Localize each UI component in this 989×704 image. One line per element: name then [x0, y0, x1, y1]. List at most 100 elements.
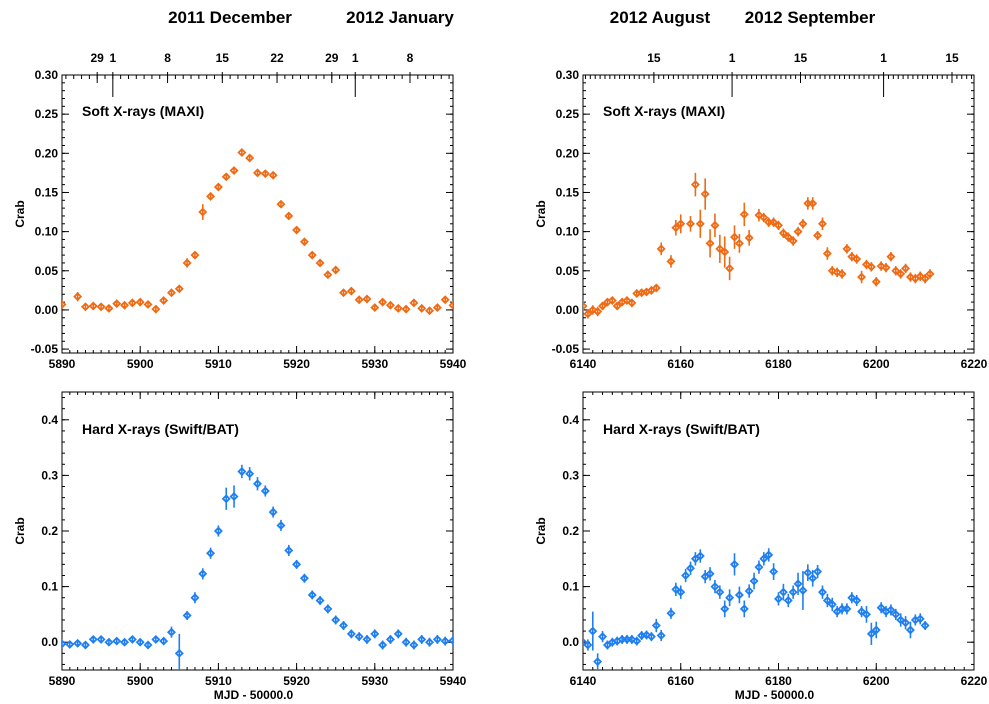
data-point — [632, 636, 642, 646]
data-point — [370, 303, 380, 313]
top-tick-label: 1 — [880, 51, 887, 65]
data-point — [237, 464, 247, 479]
data-point — [88, 634, 98, 644]
x-tick-label: 5890 — [49, 357, 76, 371]
diamond-marker — [783, 596, 793, 605]
data-point — [681, 568, 691, 583]
diamond-marker — [925, 269, 935, 279]
diamond-marker — [221, 172, 231, 182]
diamond-marker — [739, 604, 749, 614]
data-point — [378, 640, 388, 650]
diamond-marker — [276, 199, 286, 209]
x-tick-label: 6220 — [961, 357, 988, 371]
data-point — [80, 302, 90, 312]
diamond-marker — [229, 166, 239, 176]
diamond-marker — [346, 629, 356, 639]
data-point — [827, 266, 837, 276]
diamond-marker — [866, 629, 876, 639]
data-point — [739, 600, 749, 618]
y-tick-label: 0.00 — [35, 303, 59, 317]
data-point — [803, 564, 813, 582]
data-point — [593, 653, 603, 670]
top-tick-label: 15 — [945, 51, 959, 65]
data-point — [886, 251, 896, 262]
data-point — [127, 634, 137, 644]
data-point — [260, 169, 270, 179]
data-point — [583, 299, 588, 313]
data-point — [190, 250, 200, 260]
top-tick-label: 1 — [729, 51, 736, 65]
diamond-marker — [409, 640, 419, 650]
diamond-marker — [881, 263, 891, 273]
data-point — [229, 485, 239, 508]
data-point — [695, 209, 705, 238]
data-point — [720, 236, 730, 268]
data-point — [666, 255, 676, 268]
data-point — [253, 477, 262, 491]
data-point — [705, 567, 715, 581]
diamond-marker — [876, 603, 886, 613]
diamond-marker — [417, 634, 427, 644]
y-tick-label: 0.0 — [562, 635, 579, 649]
data-point — [593, 306, 603, 317]
data-point — [690, 172, 700, 197]
diamond-marker — [588, 305, 598, 315]
data-point — [206, 547, 216, 559]
diamond-marker — [112, 636, 122, 646]
diamond-marker — [739, 209, 749, 219]
data-point — [905, 272, 915, 282]
x-tick-label: 6180 — [765, 357, 792, 371]
data-point — [65, 639, 75, 649]
data-point — [80, 640, 90, 650]
data-point — [642, 630, 652, 640]
diamond-marker — [676, 587, 686, 597]
data-point — [783, 232, 793, 242]
diamond-marker — [206, 191, 216, 201]
diamond-marker — [857, 272, 867, 282]
y-tick-label: -0.05 — [31, 342, 59, 356]
diamond-marker — [651, 283, 661, 293]
x-tick-label: 6140 — [570, 357, 597, 371]
data-point — [896, 613, 906, 627]
data-point — [925, 269, 935, 279]
data-point — [112, 299, 122, 309]
data-point — [891, 608, 901, 620]
diamond-marker — [686, 563, 695, 573]
diamond-marker — [104, 637, 114, 647]
x-tick-label: 5890 — [49, 674, 76, 688]
diamond-marker — [886, 252, 896, 262]
data-point — [174, 284, 184, 294]
data-point — [783, 593, 793, 608]
diamond-marker — [362, 634, 372, 644]
top-tick-label: 1 — [109, 51, 116, 65]
data-point — [793, 572, 803, 595]
diamond-marker — [598, 301, 608, 311]
diamond-marker — [339, 288, 348, 298]
diamond-marker — [896, 269, 906, 279]
diamond-marker — [167, 288, 176, 298]
diamond-marker — [62, 639, 67, 649]
data-point — [339, 288, 348, 298]
diamond-marker — [632, 636, 642, 646]
data-point — [151, 304, 161, 314]
diamond-marker — [96, 302, 106, 312]
data-point — [167, 288, 176, 298]
data-point — [798, 571, 808, 610]
y-tick-label: 0.15 — [35, 185, 59, 199]
data-point — [393, 629, 403, 639]
diamond-marker — [120, 300, 130, 310]
diamond-marker — [788, 236, 798, 246]
diamond-marker — [88, 301, 98, 311]
diamond-marker — [276, 520, 286, 530]
diamond-marker — [65, 639, 75, 649]
diamond-marker — [788, 587, 798, 597]
data-point — [62, 639, 67, 649]
data-point — [847, 592, 857, 604]
diamond-marker — [612, 301, 622, 311]
data-point — [759, 212, 769, 223]
data-point — [440, 295, 450, 305]
diamond-marker — [749, 576, 759, 586]
y-axis-label: Crab — [534, 517, 548, 544]
diamond-marker — [627, 298, 637, 308]
diamond-marker — [627, 634, 637, 644]
